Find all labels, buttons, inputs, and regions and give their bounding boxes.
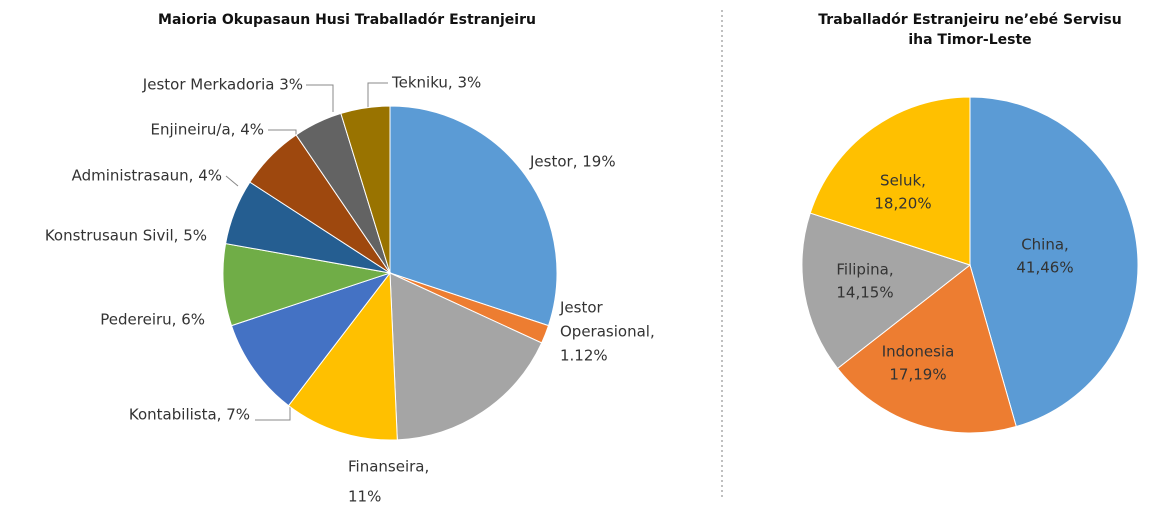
slice-label: 1.12% xyxy=(560,347,608,365)
slice-label: Jestor, 19% xyxy=(529,153,616,171)
leader-line xyxy=(367,82,388,108)
slice-label: Pedereiru, 6% xyxy=(100,311,205,329)
slice-label: 14,15% xyxy=(836,284,893,302)
pie-slice xyxy=(389,272,543,441)
pie-slice xyxy=(836,264,1017,434)
slice-label: 41,46% xyxy=(1016,259,1073,277)
slice-label: Tekniku, 3% xyxy=(391,74,481,92)
pie-slice xyxy=(801,212,972,370)
slice-label: Kontabilista, 7% xyxy=(129,406,250,424)
pie-slice xyxy=(969,96,1139,428)
pie-slice xyxy=(389,105,558,327)
slice-label: Indonesia xyxy=(882,343,955,361)
chart-title: iha Timor-Leste xyxy=(908,32,1031,48)
slice-label: Seluk, xyxy=(880,172,926,190)
slice-label: Operasional, xyxy=(560,323,655,341)
slice-label: Enjineiru/a, 4% xyxy=(151,121,264,139)
slice-label: 17,19% xyxy=(889,366,946,384)
slice-label: Jestor Merkadoria 3% xyxy=(142,76,303,94)
slice-label: Filipina, xyxy=(836,261,893,279)
slice-label: Jestor xyxy=(559,299,604,317)
pie-slice xyxy=(287,271,398,441)
chart-title: Traballadór Estranjeiru ne’ebé Servisu xyxy=(818,12,1121,28)
chart-title: Maioria Okupasaun Husi Traballadór Estra… xyxy=(158,12,536,28)
slice-label: 11% xyxy=(348,488,381,506)
pie-slice xyxy=(340,105,391,274)
slice-label: Konstrusaun Sivil, 5% xyxy=(45,227,207,245)
pie-slice xyxy=(230,272,392,407)
leader-line xyxy=(306,84,334,112)
pie-slice xyxy=(809,96,971,266)
slice-label: Administrasaun, 4% xyxy=(72,167,222,185)
slice-label: Finanseira, xyxy=(348,458,429,476)
leader-line xyxy=(225,175,239,187)
slice-label: China, xyxy=(1021,236,1069,254)
slice-label: 18,20% xyxy=(874,195,931,213)
leader-line xyxy=(255,402,291,421)
